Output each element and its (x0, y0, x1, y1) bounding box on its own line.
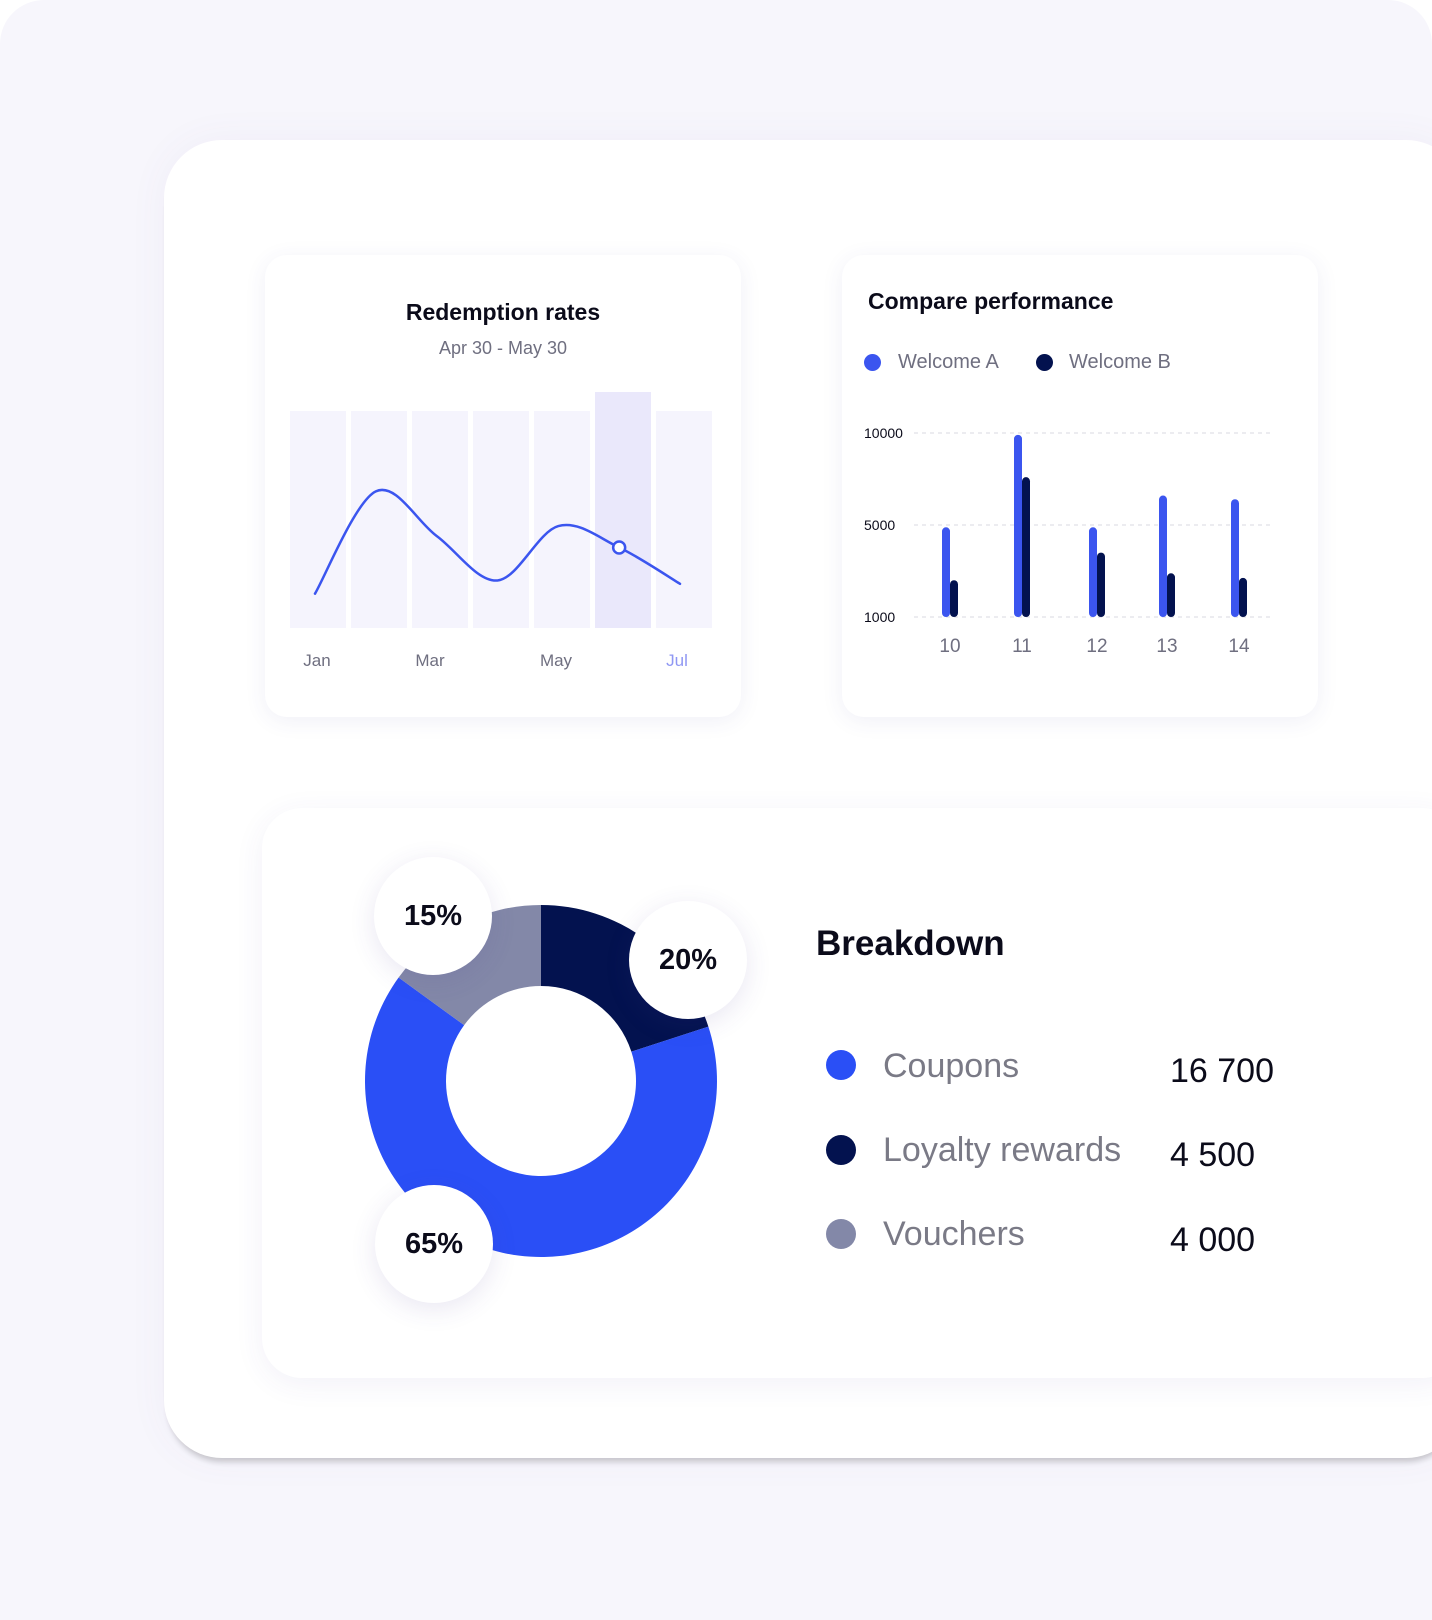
y-tick-label: 5000 (864, 517, 895, 533)
bar-welcome-b (950, 580, 958, 617)
chart-column (351, 411, 407, 628)
breakdown-label-loyalty-rewards: Loyalty rewards (883, 1131, 1122, 1169)
donut-label-coupons: 65% (375, 1185, 493, 1303)
legend-dot-icon (864, 354, 881, 371)
breakdown-title: Breakdown (816, 924, 1005, 963)
y-tick-label: 1000 (864, 609, 895, 625)
bar-welcome-a (1014, 434, 1022, 617)
donut-slice-vouchers (398, 905, 541, 1026)
vouchers-dot-icon (826, 1219, 856, 1249)
redemption-title: Redemption rates (405, 299, 601, 325)
highlight-column (595, 392, 651, 628)
bar-welcome-a (942, 527, 950, 617)
compare-title: Compare performance (868, 288, 1114, 314)
compare-performance-card: Compare performance Welcome A Welcome B … (842, 255, 1318, 717)
breakdown-value-loyalty-rewards: 4 500 (1170, 1136, 1256, 1174)
bar-welcome-b (1167, 573, 1175, 617)
redemption-subtitle: Apr 30 - May 30 (438, 338, 568, 358)
breakdown-label-vouchers: Vouchers (883, 1215, 1025, 1253)
compare-bar-chart: 1000 5000 10000 10 11 12 13 14 (864, 425, 1270, 657)
bar-welcome-a (1089, 527, 1097, 617)
redemption-line-chart (290, 392, 712, 628)
x-tick-label: Mar (415, 651, 445, 670)
chart-column (534, 411, 590, 628)
donut-label-loyalty-rewards: 20% (629, 901, 747, 1019)
chart-column (656, 411, 712, 628)
x-tick-label: May (539, 651, 573, 670)
legend-label-welcome-a: Welcome A (898, 351, 999, 373)
x-tick-label: Jul (666, 651, 688, 670)
bar-welcome-b (1239, 577, 1247, 617)
redemption-rates-card: Redemption rates Apr 30 - May 30 Jan Mar M… (265, 255, 741, 717)
breakdown-label-coupons: Coupons (883, 1047, 1020, 1085)
donut-slice-coupons (364, 977, 717, 1257)
loyalty-rewards-dot-icon (826, 1135, 856, 1165)
chart-column (290, 411, 346, 628)
x-tick-label: 10 (939, 636, 960, 657)
bar-welcome-b (1097, 552, 1105, 617)
breakdown-value-vouchers: 4 000 (1170, 1221, 1256, 1259)
legend-label-welcome-b: Welcome B (1069, 351, 1171, 373)
coupons-dot-icon (826, 1050, 856, 1080)
chart-column (473, 411, 529, 628)
bar-welcome-a (1159, 495, 1167, 617)
x-tick-label: 11 (1012, 636, 1032, 657)
y-tick-label: 10000 (864, 425, 903, 441)
donut-label-vouchers: 15% (374, 857, 492, 975)
x-tick-label: 13 (1156, 636, 1177, 657)
bar-welcome-a (1231, 499, 1239, 617)
x-tick-label: 14 (1228, 636, 1250, 657)
breakdown-value-coupons: 16 700 (1170, 1052, 1274, 1090)
legend-dot-icon (1036, 354, 1053, 371)
line-marker-point (611, 540, 627, 555)
x-tick-label: 12 (1086, 636, 1107, 657)
x-tick-label: Jan (303, 651, 331, 670)
bar-welcome-b (1022, 477, 1030, 617)
